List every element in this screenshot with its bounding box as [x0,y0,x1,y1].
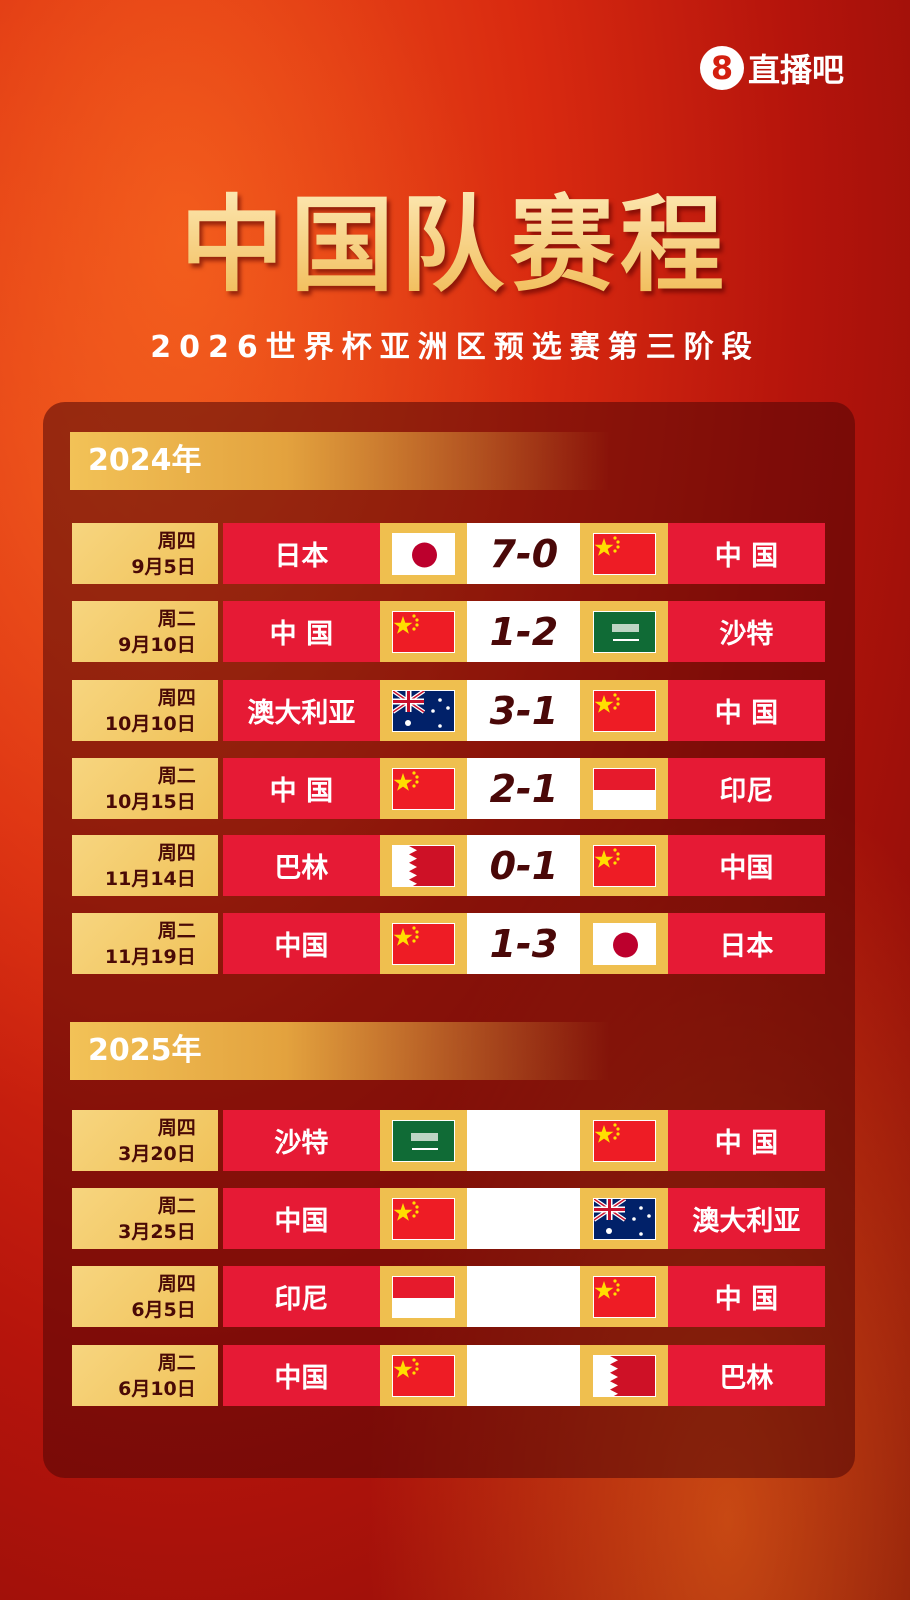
match-date: 周二 9月10日 [72,601,218,662]
match-score: 7-0 [467,523,581,584]
match-row: 周二 11月19日 中国 1-3 日本 [72,913,826,974]
away-team: 中国 [667,835,826,896]
year-header: 2025年 [70,1022,610,1080]
match-row: 周二 10月15日 中 国 2-1 印尼 [72,758,826,819]
home-team: 澳大利亚 [222,680,380,741]
china-flag-icon [392,767,456,810]
china-flag-icon [592,689,656,732]
match-score: 3-1 [467,680,581,741]
match-date: 周四 6月5日 [72,1266,218,1327]
away-team: 沙特 [667,601,826,662]
home-team: 巴林 [222,835,380,896]
indonesia-flag-icon [592,767,656,810]
match-date: 周二 11月19日 [72,913,218,974]
away-team: 中 国 [667,523,826,584]
home-team: 中国 [222,1188,380,1249]
match-date: 周二 10月15日 [72,758,218,819]
away-team: 澳大利亚 [667,1188,826,1249]
match-row: 周四 9月5日 日本 7-0 中 国 [72,523,826,584]
zhibo8-logo: 8 直播吧 [700,45,844,91]
china-flag-icon [392,1197,456,1240]
saudi-flag-icon [392,1119,456,1162]
home-team: 日本 [222,523,380,584]
match-date: 周四 3月20日 [72,1110,218,1171]
home-team: 印尼 [222,1266,380,1327]
china-flag-icon [592,532,656,575]
match-row: 周四 10月10日 澳大利亚 3-1 中 国 [72,680,826,741]
indonesia-flag-icon [392,1275,456,1318]
away-team: 日本 [667,913,826,974]
match-row: 周四 11月14日 巴林 0-1 中国 [72,835,826,896]
match-row: 周二 9月10日 中 国 1-2 沙特 [72,601,826,662]
australia-flag-icon [392,689,456,732]
away-team: 中 国 [667,1266,826,1327]
china-flag-icon [592,1119,656,1162]
match-row: 周二 6月10日 中国 巴林 [72,1345,826,1406]
match-score: 2-1 [467,758,581,819]
match-row: 周四 6月5日 印尼 中 国 [72,1266,826,1327]
away-team: 中 国 [667,1110,826,1171]
bahrain-flag-icon [592,1354,656,1397]
china-flag-icon [392,922,456,965]
china-flag-icon [392,610,456,653]
match-date: 周四 10月10日 [72,680,218,741]
japan-flag-icon [592,922,656,965]
away-team: 印尼 [667,758,826,819]
match-score [467,1188,581,1249]
year-header: 2024年 [70,432,610,490]
match-date: 周二 6月10日 [72,1345,218,1406]
match-date: 周四 11月14日 [72,835,218,896]
away-team: 巴林 [667,1345,826,1406]
home-team: 中 国 [222,758,380,819]
match-score: 1-3 [467,913,581,974]
match-score [467,1266,581,1327]
home-team: 中国 [222,913,380,974]
match-score: 1-2 [467,601,581,662]
japan-flag-icon [392,532,456,575]
china-flag-icon [392,1354,456,1397]
match-date: 周四 9月5日 [72,523,218,584]
match-score [467,1345,581,1406]
page-subtitle: 2026世界杯亚洲区预选赛第三阶段 [150,330,760,365]
home-team: 沙特 [222,1110,380,1171]
china-flag-icon [592,844,656,887]
bahrain-flag-icon [392,844,456,887]
match-row: 周二 3月25日 中国 澳大利亚 [72,1188,826,1249]
china-flag-icon [592,1275,656,1318]
match-date: 周二 3月25日 [72,1188,218,1249]
home-team: 中国 [222,1345,380,1406]
page-title: 中国队赛程 [0,160,910,311]
match-row: 周四 3月20日 沙特 中 国 [72,1110,826,1171]
match-score: 0-1 [467,835,581,896]
australia-flag-icon [592,1197,656,1240]
saudi-flag-icon [592,610,656,653]
match-score [467,1110,581,1171]
away-team: 中 国 [667,680,826,741]
home-team: 中 国 [222,601,380,662]
